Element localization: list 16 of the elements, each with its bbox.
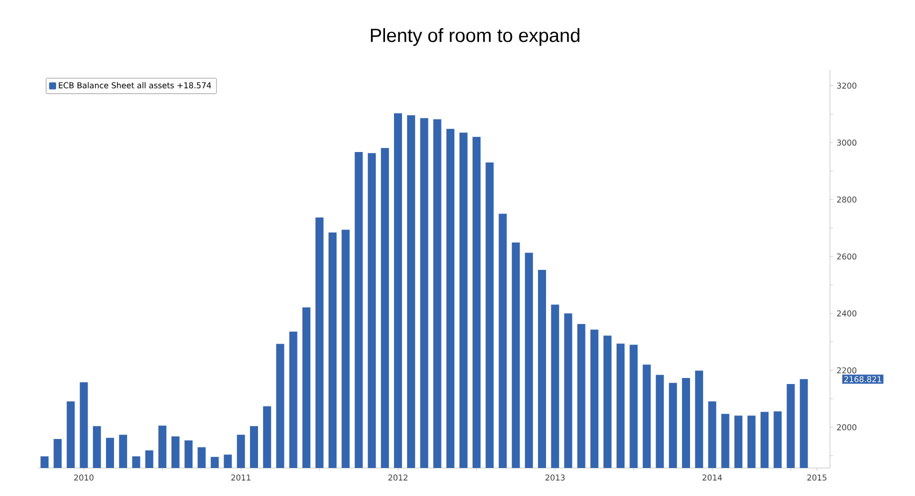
y-tick-label: 2600 bbox=[837, 253, 856, 260]
x-tick-label: 2012 bbox=[388, 474, 408, 481]
x-tick-label: 2010 bbox=[74, 474, 94, 481]
chart-title: Plenty of room to expand bbox=[370, 28, 580, 46]
y-tick-label: 3000 bbox=[837, 140, 856, 146]
x-tick-label: 2014 bbox=[702, 474, 722, 481]
y-tick-label: 2400 bbox=[837, 310, 856, 316]
text: 2168.821 bbox=[844, 376, 882, 382]
legend-label: ECB Balance Sheet all assets +18.574 bbox=[58, 82, 212, 88]
x-tick-label: 2015 bbox=[807, 474, 826, 481]
y-tick-label: 2000 bbox=[837, 424, 856, 430]
y-tick-label: 2800 bbox=[837, 196, 856, 203]
y-tick-label: 2200 bbox=[837, 367, 856, 374]
x-tick-label: 2011 bbox=[231, 474, 250, 481]
x-tick-label: 2013 bbox=[546, 474, 565, 481]
y-tick-label: 3200 bbox=[837, 82, 856, 89]
